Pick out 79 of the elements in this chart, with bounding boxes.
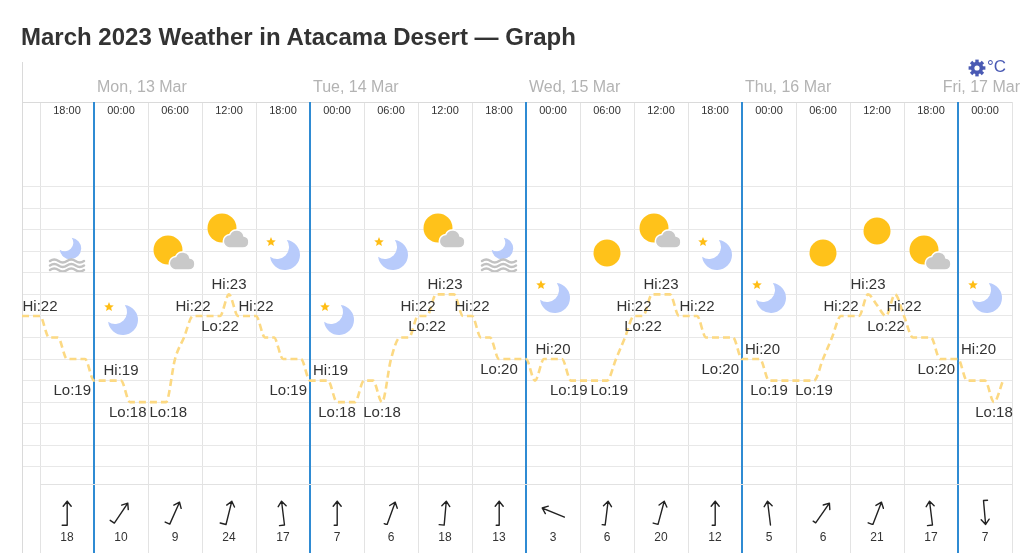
data-label: Hi:23	[643, 275, 679, 293]
data-label: 13	[492, 530, 506, 544]
data-label: 21	[870, 530, 884, 544]
data-label: Hi:23	[850, 275, 886, 293]
x-tick-label: 12:00	[647, 104, 675, 117]
x-tick-label: 18:00	[917, 104, 945, 117]
data-label: Lo:20	[701, 359, 740, 377]
data-label: Lo:22	[201, 316, 239, 334]
data-label: Hi:23	[427, 275, 463, 293]
data-label: 12	[708, 530, 722, 544]
data-label: 9	[171, 530, 179, 544]
data-label: Hi:20	[535, 339, 571, 357]
data-label: Lo:18	[363, 402, 401, 420]
x-tick-label: 18:00	[701, 104, 729, 117]
x-tick-label: 18:00	[269, 104, 297, 117]
data-label: Lo:18	[149, 402, 188, 420]
data-label: Hi:22	[400, 296, 436, 314]
data-label: Hi:22	[679, 296, 715, 314]
data-label: Lo:18	[108, 402, 147, 420]
data-label: Lo:18	[318, 402, 356, 420]
data-label: 20	[654, 530, 668, 544]
x-tick-label: 12:00	[863, 104, 891, 117]
data-label: Hi:22	[454, 296, 490, 314]
data-label: Lo:19	[590, 381, 629, 399]
data-label: 6	[603, 530, 611, 544]
ref-line-label: Tue, 14 Mar	[313, 78, 400, 96]
data-label: Lo:20	[917, 359, 956, 377]
data-label: Lo:19	[795, 381, 833, 399]
data-label: Hi:22	[175, 296, 211, 314]
data-label: 6	[387, 530, 395, 544]
x-tick-label: 06:00	[809, 104, 837, 117]
data-label: Hi:23	[211, 275, 247, 293]
data-label: 3	[549, 530, 557, 544]
data-label: Lo:22	[408, 316, 446, 334]
data-label: Lo:19	[750, 381, 788, 399]
x-tick-label: 00:00	[971, 104, 999, 117]
data-label: Lo:19	[269, 381, 308, 399]
data-label: 24	[222, 530, 236, 544]
ref-line-label: Mon, 13 Mar	[97, 78, 188, 96]
data-label: 18	[438, 530, 452, 544]
data-label: Lo:22	[867, 316, 905, 334]
data-label: Hi:22	[886, 296, 922, 314]
data-label: 7	[981, 530, 989, 544]
data-label: Hi:22	[238, 296, 274, 314]
x-tick-label: 00:00	[539, 104, 567, 117]
data-label: Hi:20	[744, 339, 781, 357]
ref-line-label: Thu, 16 Mar	[745, 78, 832, 96]
x-tick-label: 06:00	[377, 104, 405, 117]
data-label: Hi:22	[616, 296, 652, 314]
ref-line-label: Wed, 15 Mar	[529, 78, 621, 96]
data-label: Lo:22	[624, 316, 662, 334]
data-label: 10	[114, 530, 128, 544]
x-tick-label: 12:00	[215, 104, 243, 117]
data-label: 18	[60, 530, 74, 544]
data-label: 6	[819, 530, 827, 544]
x-tick-label: 06:00	[161, 104, 189, 117]
data-label: Hi:22	[22, 296, 58, 314]
data-label: Lo:18	[975, 402, 1013, 420]
x-tick-label: 00:00	[755, 104, 783, 117]
x-tick-label: 18:00	[485, 104, 513, 117]
x-tick-label: 18:00	[53, 104, 81, 117]
chart-title: March 2023 Weather in Atacama Desert — Graph	[21, 23, 576, 51]
data-label: Lo:19	[53, 381, 92, 399]
data-label: Lo:19	[549, 381, 588, 399]
data-label: Hi:22	[823, 296, 859, 314]
data-label: Hi:19	[312, 361, 349, 379]
ref-line-label: Fri, 17 Mar	[942, 78, 1021, 96]
x-tick-label: 06:00	[593, 104, 621, 117]
x-tick-label: 12:00	[431, 104, 459, 117]
data-label: 7	[333, 530, 341, 544]
data-label: 17	[276, 530, 290, 544]
data-label: Hi:19	[103, 361, 139, 379]
data-label: Hi:20	[960, 339, 997, 357]
x-tick-label: 00:00	[323, 104, 351, 117]
data-label: 5	[765, 530, 773, 544]
data-label: 17	[924, 530, 938, 544]
x-tick-label: 00:00	[107, 104, 135, 117]
y-axis-title: °C	[987, 57, 1007, 77]
data-label: Lo:20	[480, 359, 518, 377]
